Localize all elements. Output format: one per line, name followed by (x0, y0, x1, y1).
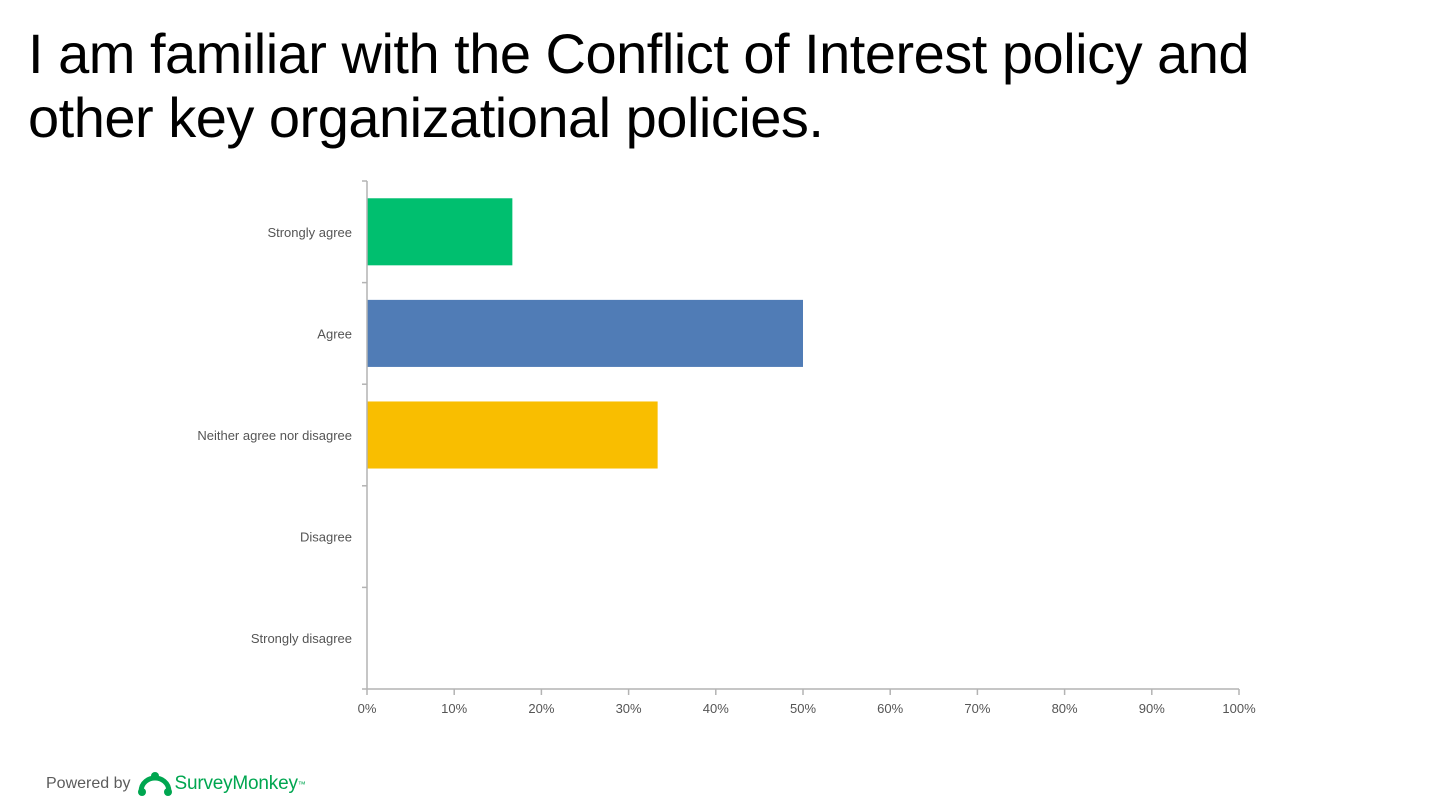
x-tick-label: 100% (1222, 701, 1256, 716)
category-label-agree: Agree (317, 326, 352, 341)
chart-labels: Strongly agree Agree Neither agree nor dis… (197, 225, 1256, 716)
x-tick-label: 90% (1139, 701, 1165, 716)
x-tick-label: 60% (877, 701, 903, 716)
bar-strongly-agree (367, 198, 513, 266)
x-tick-label: 20% (528, 701, 554, 716)
chart-axes (362, 180, 1240, 695)
category-label-strongly-agree: Strongly agree (267, 225, 352, 240)
category-label-neither-agree-nor-disagree: Neither agree nor disagree (197, 428, 352, 443)
footer: Powered by SurveyMonkey ™ (46, 770, 306, 798)
slide-title: I am familiar with the Conflict of Inter… (28, 22, 1250, 149)
powered-by-label: Powered by (46, 775, 131, 792)
x-tick-label: 50% (790, 701, 816, 716)
x-tick-label: 10% (441, 701, 467, 716)
bar-neither-agree-nor-disagree (367, 401, 658, 469)
x-tick-label: 70% (964, 701, 990, 716)
x-tick-label: 30% (616, 701, 642, 716)
trademark-mark: ™ (297, 779, 306, 789)
surveymonkey-logo-icon (137, 772, 172, 796)
chart-bars (367, 198, 803, 469)
category-label-strongly-disagree: Strongly disagree (251, 631, 352, 646)
category-label-disagree: Disagree (300, 530, 352, 545)
x-tick-label: 0% (358, 701, 377, 716)
brand-name: SurveyMonkey (174, 773, 298, 794)
bar-agree (367, 299, 803, 367)
x-tick-label: 80% (1052, 701, 1078, 716)
x-tick-label: 40% (703, 701, 729, 716)
